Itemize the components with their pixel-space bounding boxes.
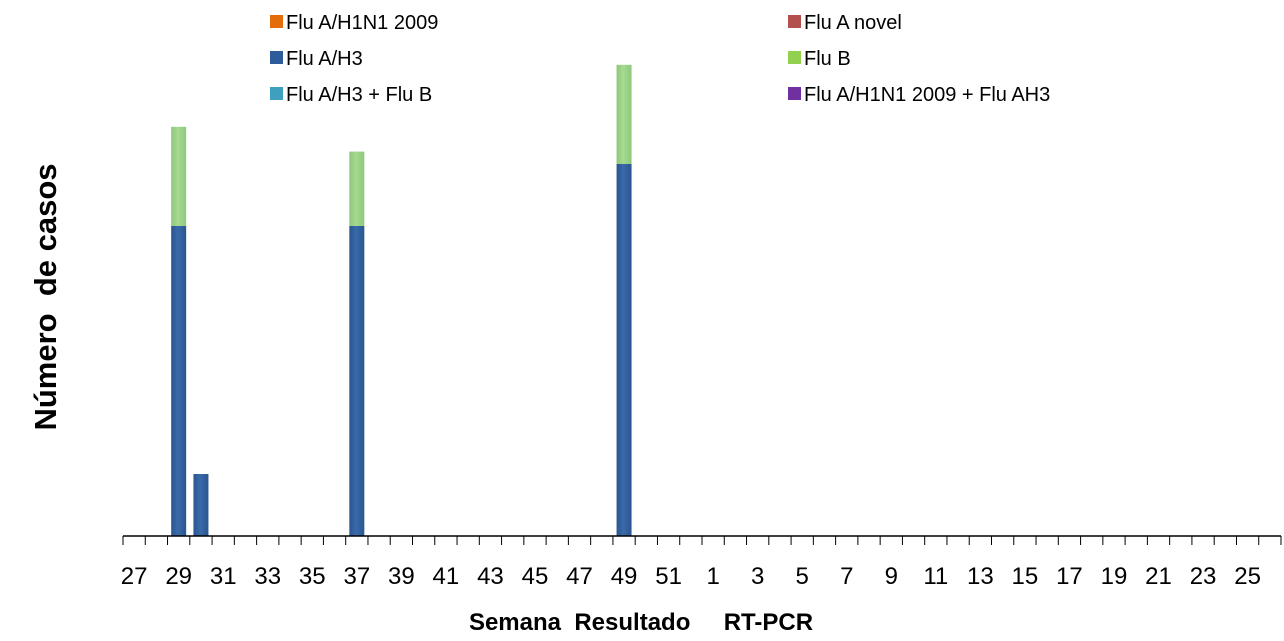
x-tick-label: 29 [165,563,192,590]
legend-label: Flu A/H1N1 2009 + Flu AH3 [804,84,1050,106]
legend-label: Flu A/H3 + Flu B [286,84,432,106]
x-tick-label: 39 [388,563,415,590]
x-tick-label: 1 [706,563,719,590]
x-axis-title: Semana Resultado RT-PCR [469,609,813,636]
x-tick-label: 19 [1101,563,1128,590]
bar-segment [171,126,187,226]
legend-label: Flu A/H1N1 2009 [286,12,438,34]
x-tick-label: 3 [751,563,764,590]
bar-segment [616,64,632,164]
legend-label: Flu A novel [804,12,902,34]
legend-swatch [788,51,801,64]
x-tick-label: 45 [522,563,549,590]
x-tick-label: 5 [796,563,809,590]
legend-swatch [788,87,801,100]
bar-segment [616,164,632,536]
x-tick-label: 25 [1234,563,1261,590]
x-tick-label: 41 [433,563,460,590]
x-tick-label: 49 [611,563,638,590]
bar-segment [349,226,365,536]
x-tick-label: 33 [254,563,281,590]
x-tick-label: 17 [1056,563,1083,590]
x-tick-label: 23 [1190,563,1217,590]
legend: Flu A/H1N1 2009 Flu A novel Flu A/H3 Flu B F… [270,12,1050,106]
x-tick-label: 15 [1012,563,1039,590]
x-tick-label: 9 [885,563,898,590]
x-tick-label: 13 [967,563,994,590]
legend-swatch [788,15,801,28]
legend-label: Flu A/H3 [286,48,363,70]
bar-segment [171,226,187,536]
x-tick-label: 27 [121,563,148,590]
x-tick-label: 37 [343,563,370,590]
x-axis: 27 29 31 33 35 37 39 41 43 45 47 49 51 1 3 5 7 9 11 13 15 17 1… [121,535,1282,590]
bars-layer [171,64,632,536]
legend-label: Flu B [804,48,851,70]
legend-swatch [270,87,283,100]
x-tick-label: 31 [210,563,237,590]
x-tick-label: 35 [299,563,326,590]
bar-segment [193,474,209,536]
x-tick-label: 47 [566,563,593,590]
x-tick-label: 21 [1145,563,1172,590]
bar-segment [349,151,365,226]
x-tick-label: 7 [840,563,853,590]
x-tick-label: 43 [477,563,504,590]
x-tick-label: 11 [923,563,948,590]
legend-swatch [270,51,283,64]
legend-swatch [270,15,283,28]
y-axis-title: Número de casos [28,163,63,430]
x-tick-label: 51 [655,563,682,590]
